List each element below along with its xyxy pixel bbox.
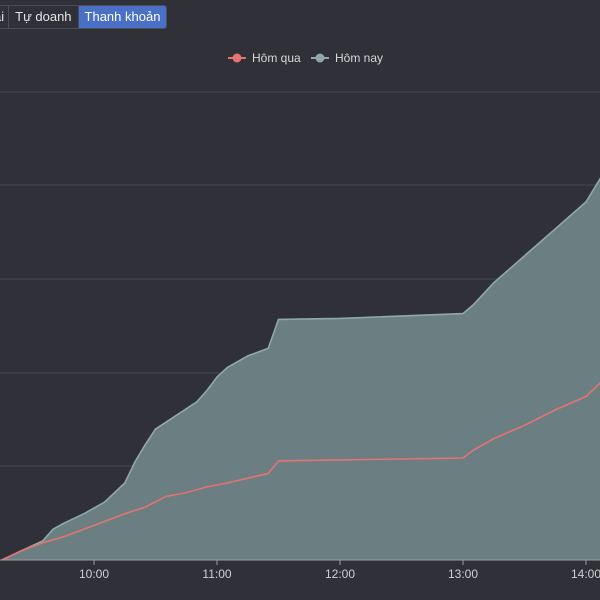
x-tick-label: 14:00 [571,567,600,581]
x-tick-label: 13:00 [448,567,478,581]
legend-label: Hôm qua [252,51,301,65]
series-line-hom-qua [1,382,600,561]
tab-proprietary[interactable]: Tự doanh [9,6,79,28]
legend-dot-icon [315,53,325,63]
legend-item-hom-qua[interactable]: Hôm qua [228,51,301,65]
x-tick-label: 11:00 [202,567,231,581]
x-tick-label: 10:00 [79,567,109,581]
tab-foreign[interactable]: ài [0,6,10,28]
legend-label: Hôm nay [335,51,383,65]
tab-bar: ài Tự doanh Thanh khoản [0,5,168,29]
x-axis: 10:00 11:00 12:00 13:00 14:00 [0,559,600,581]
legend-item-hom-nay[interactable]: Hôm nay [311,51,383,65]
chart-areas [1,178,600,560]
series-line-hom-nay [1,177,600,561]
legend-dot-icon [232,53,242,63]
chart-lines [1,177,600,561]
series-area-hom-nay [1,178,600,560]
legend[interactable]: Hôm qua Hôm nay [228,51,383,65]
tab-liquidity[interactable]: Thanh khoản [78,6,167,28]
x-tick-label: 12:00 [325,567,355,581]
